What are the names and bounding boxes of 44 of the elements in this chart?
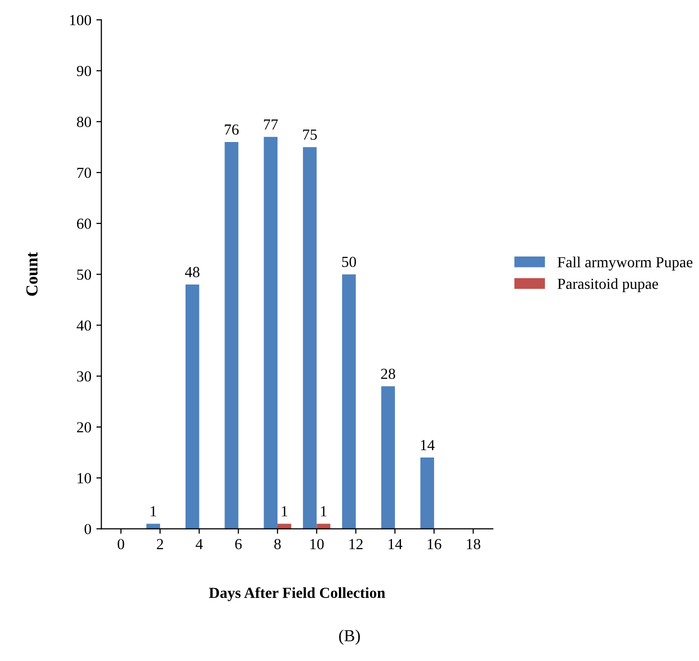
bar: [316, 524, 330, 529]
y-tick-label: 0: [84, 524, 92, 534]
y-tick-label: 80: [76, 116, 92, 128]
y-tick-label: 100: [70, 14, 92, 26]
data-label: 76: [224, 124, 239, 135]
legend-label: Fall armyworm Pupae: [558, 256, 692, 271]
data-label: 1: [321, 506, 326, 516]
text: (B): [339, 630, 360, 645]
data-label: 1: [150, 506, 156, 516]
bar: [420, 458, 434, 529]
y-tick-label: 30: [77, 371, 92, 382]
data-label: 77: [264, 119, 278, 130]
y-tick-label: 90: [76, 66, 92, 76]
data-label: 14: [420, 440, 435, 450]
bar: [264, 136, 278, 529]
y-tick-label: 40: [76, 320, 92, 331]
y-axis-title: Count: [26, 252, 38, 296]
data-label: 28: [381, 368, 396, 380]
y-tick-label: 60: [77, 218, 92, 229]
legend-label: Parasitoid pupae: [558, 278, 658, 292]
y-tick-label: 70: [77, 168, 92, 178]
x-tick-label: 14: [388, 539, 402, 550]
x-tick-label: 6: [235, 539, 242, 550]
x-tick-label: 4: [196, 539, 203, 550]
y-tick-label: 20: [77, 422, 92, 432]
x-tick-label: 16: [428, 539, 442, 550]
x-tick-label: 0: [118, 538, 124, 550]
data-label: 48: [185, 266, 200, 278]
data-label: 50: [342, 256, 356, 268]
x-tick-label: 12: [349, 539, 363, 550]
data-label: 1: [282, 506, 288, 516]
x-tick-label: 8: [274, 538, 281, 550]
bar: [186, 284, 200, 529]
x-axis-title: Days After Field Collection: [209, 587, 386, 602]
y-tick-label: 10: [78, 473, 92, 484]
x-tick-label: 2: [156, 539, 164, 550]
bar: [381, 386, 395, 529]
data-label: 75: [303, 130, 317, 140]
x-tick-label: 10: [310, 538, 324, 550]
bar: [224, 142, 238, 529]
x-tick-label: 18: [466, 538, 480, 550]
bar: [342, 274, 356, 529]
y-tick-label: 50: [77, 269, 92, 280]
bar: [302, 147, 317, 529]
